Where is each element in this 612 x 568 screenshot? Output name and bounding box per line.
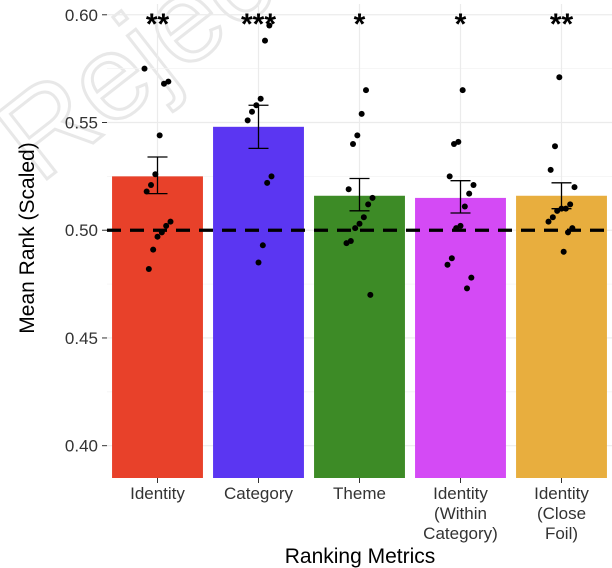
data-point (345, 186, 352, 193)
data-point (264, 179, 271, 186)
significance-label-1: ** (146, 8, 170, 41)
data-point (552, 143, 558, 150)
data-point (152, 171, 159, 178)
data-point (569, 225, 576, 232)
x-tick-label-line: Identity (433, 484, 488, 503)
data-point (161, 80, 167, 87)
significance-label-2: *** (241, 8, 276, 41)
bar-2 (213, 126, 304, 479)
x-tick-label-line: Foil) (545, 524, 578, 543)
data-point (343, 240, 350, 247)
y-tick-label: 0.50 (65, 221, 98, 240)
data-points (141, 22, 578, 298)
data-point (255, 259, 262, 266)
data-point (565, 229, 571, 236)
data-point (360, 214, 367, 221)
data-point (547, 166, 554, 173)
x-tick-label-line: (Within (434, 504, 487, 523)
data-point (571, 184, 578, 191)
x-axis-ticks: Identity Category Theme Identity (Within Cate… (130, 478, 589, 543)
data-point (262, 37, 268, 44)
bars (112, 126, 607, 479)
x-tick-label: Identity (130, 484, 185, 503)
data-point (451, 141, 457, 148)
y-tick-label: 0.40 (65, 437, 98, 456)
data-point (464, 285, 470, 292)
data-point (143, 188, 150, 195)
x-tick-label-line: Category) (423, 524, 498, 543)
data-point (554, 207, 561, 214)
data-point (453, 225, 460, 232)
data-point (259, 242, 266, 249)
bar-3 (314, 195, 405, 478)
data-point (562, 205, 569, 212)
data-point (466, 190, 473, 197)
data-point (163, 222, 170, 229)
data-point (470, 181, 477, 188)
data-point (158, 229, 165, 236)
x-tick-label-line: Theme (333, 484, 386, 503)
data-point (358, 110, 365, 117)
data-point (367, 291, 374, 298)
x-tick-label: Category (224, 484, 293, 503)
data-point (350, 141, 356, 148)
y-axis-ticks: 0.40 0.45 0.50 0.55 0.60 (65, 6, 107, 456)
data-point (549, 214, 556, 221)
data-point (459, 87, 466, 94)
x-tick-label-line: Identity (130, 484, 185, 503)
data-point (148, 181, 154, 188)
data-point (356, 220, 363, 227)
bar-4 (415, 197, 506, 478)
x-tick-label: Identity (Within Category) (423, 484, 498, 543)
data-point (446, 173, 453, 180)
y-axis-title: Mean Rank (Scaled) (16, 142, 39, 333)
data-point (369, 194, 376, 201)
data-point (257, 95, 264, 102)
data-point (545, 218, 552, 225)
data-point (560, 248, 567, 255)
data-point (444, 261, 451, 268)
data-point (268, 173, 275, 180)
x-tick-label-line: (Close (537, 504, 586, 523)
data-point (145, 266, 152, 273)
x-tick-label: Identity (Close Foil) (534, 484, 589, 543)
data-point (249, 108, 255, 115)
x-axis-title: Ranking Metrics (285, 545, 436, 568)
significance-label-4: * (455, 8, 467, 41)
data-point (244, 117, 251, 124)
data-point (363, 87, 369, 94)
significance-label-5: ** (550, 8, 574, 41)
bar-5 (516, 195, 607, 478)
x-tick-label-line: Category (224, 484, 293, 503)
y-tick-label: 0.45 (65, 329, 98, 348)
bar-1 (112, 176, 203, 478)
x-tick-label-line: Identity (534, 484, 589, 503)
data-point (253, 102, 260, 109)
significance-label-3: * (354, 8, 366, 41)
data-point (448, 255, 455, 262)
data-point (567, 201, 574, 208)
x-tick-label: Theme (333, 484, 386, 503)
y-tick-label: 0.55 (65, 114, 98, 133)
data-point (365, 201, 372, 208)
data-point (354, 132, 361, 139)
data-point (352, 225, 359, 232)
data-point (156, 132, 163, 139)
data-point (154, 233, 161, 240)
data-point (556, 74, 563, 81)
data-point (167, 218, 174, 225)
y-tick-label: 0.60 (65, 6, 98, 25)
significance-labels: ** *** * * ** (146, 8, 574, 41)
data-point (150, 246, 157, 253)
data-point (141, 65, 148, 72)
data-point (468, 274, 475, 281)
data-point (461, 203, 468, 210)
data-point (266, 22, 273, 29)
